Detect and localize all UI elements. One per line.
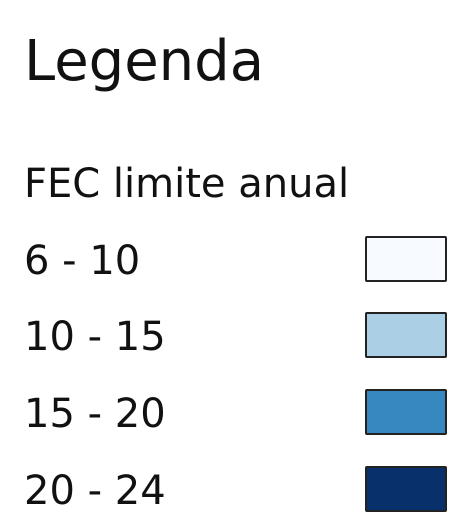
legend-item-6-10: 6 - 10 [0, 234, 472, 288]
legend-item-20-24: 20 - 24 [0, 464, 472, 518]
legend-color-swatch [365, 236, 447, 282]
legend-title: Legenda [24, 29, 265, 94]
legend-item-label: 20 - 24 [24, 468, 166, 514]
legend-item-label: 6 - 10 [24, 238, 141, 284]
legend-item-label: 15 - 20 [24, 391, 166, 437]
legend-subtitle: FEC limite anual [24, 161, 350, 207]
legend-color-swatch [365, 312, 447, 358]
legend-color-swatch [365, 389, 447, 435]
legend-item-10-15: 10 - 15 [0, 310, 472, 364]
legend-item-15-20: 15 - 20 [0, 387, 472, 441]
legend-item-label: 10 - 15 [24, 314, 166, 360]
legend-color-swatch [365, 466, 447, 512]
